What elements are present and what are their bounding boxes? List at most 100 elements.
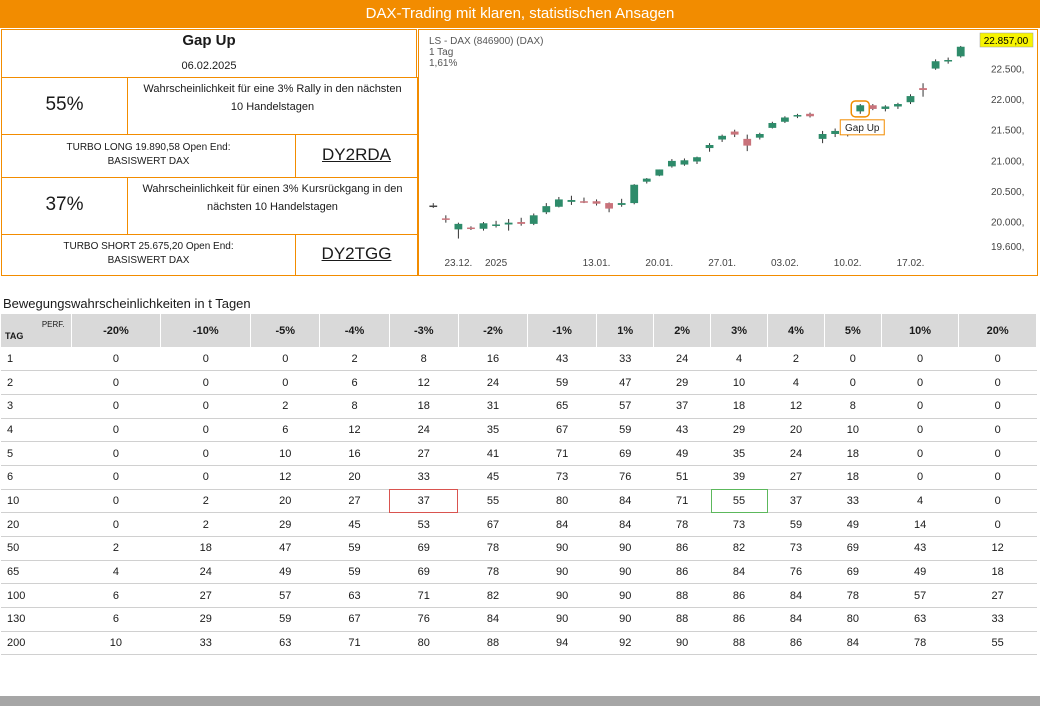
column-header: 1% bbox=[596, 314, 655, 347]
probability-cell: 0 bbox=[71, 465, 161, 490]
probability-cell: 0 bbox=[160, 418, 251, 443]
probability-cell: 88 bbox=[458, 631, 528, 656]
probability-cell: 0 bbox=[71, 441, 161, 466]
probability-cell: 27 bbox=[767, 465, 825, 490]
probability-cell: 73 bbox=[767, 536, 825, 561]
candle-body bbox=[856, 105, 865, 112]
probability-cell: 78 bbox=[824, 583, 882, 609]
probability-cell: 71 bbox=[389, 583, 459, 609]
probability-cell: 24 bbox=[389, 418, 459, 443]
probability-cell: 69 bbox=[824, 536, 882, 561]
long-wkn-link[interactable]: DY2RDA bbox=[322, 145, 391, 164]
probability-cell: 33 bbox=[958, 607, 1037, 632]
probability-cell: 63 bbox=[319, 583, 390, 609]
probability-cell: 4 bbox=[767, 370, 825, 395]
probability-cell: 69 bbox=[389, 560, 459, 585]
probability-cell: 12 bbox=[319, 418, 390, 443]
probability-cell: 67 bbox=[319, 607, 390, 632]
probability-cell: 2 bbox=[767, 347, 825, 372]
probability-cell: 8 bbox=[824, 394, 882, 419]
candle-body bbox=[667, 160, 676, 167]
probability-cell: 49 bbox=[824, 512, 882, 537]
probability-cell: 0 bbox=[160, 347, 251, 372]
candle-body bbox=[931, 61, 940, 69]
probability-cell: 37 bbox=[767, 489, 825, 514]
perf-label: PERF. bbox=[41, 320, 65, 329]
probability-cell: 84 bbox=[767, 583, 825, 609]
probability-cell: 10 bbox=[71, 631, 161, 656]
probability-cell: 82 bbox=[458, 583, 528, 609]
candle-body bbox=[554, 199, 563, 207]
last-price-label: 22.857,00 bbox=[984, 36, 1029, 47]
candle-body bbox=[693, 157, 701, 162]
probability-cell: 0 bbox=[958, 347, 1037, 372]
probability-cell: 35 bbox=[710, 441, 768, 466]
probability-cell: 90 bbox=[596, 536, 654, 561]
short-wkn-box[interactable]: DY2TGG bbox=[295, 234, 418, 276]
probability-cell: 6 bbox=[319, 370, 390, 395]
probability-cell: 88 bbox=[653, 607, 711, 632]
short-product-box: TURBO SHORT 25.675,20 Open End: BASISWER… bbox=[1, 234, 296, 276]
probability-cell: 4 bbox=[71, 560, 161, 585]
probability-cell: 86 bbox=[653, 536, 711, 561]
probability-cell: 80 bbox=[527, 489, 597, 514]
table-header-row: PERF. TAG -20% -10% -5% -4% -3% -2% -1% 1% 2% 3% 4… bbox=[1, 314, 1037, 347]
probability-cell: 4 bbox=[710, 347, 768, 372]
x-tick-label: 10.02. bbox=[834, 258, 862, 269]
probability-cell: 71 bbox=[527, 441, 597, 466]
column-header: -20% bbox=[71, 314, 162, 347]
probability-cell: 29 bbox=[250, 512, 320, 537]
gap-up-label: Gap Up bbox=[845, 123, 880, 134]
probability-cell: 49 bbox=[881, 560, 959, 585]
y-tick-label: 22.500, bbox=[991, 65, 1024, 76]
probability-cell: 43 bbox=[653, 418, 711, 443]
long-probability-value: 55% bbox=[45, 94, 84, 115]
probability-cell: 57 bbox=[250, 583, 320, 609]
probability-cell: 41 bbox=[458, 441, 528, 466]
probability-cell: 20 bbox=[319, 465, 390, 490]
probability-cell: 90 bbox=[527, 560, 597, 585]
candles bbox=[429, 45, 965, 239]
long-wkn-box[interactable]: DY2RDA bbox=[295, 134, 418, 178]
gap-up-highlight bbox=[850, 100, 871, 118]
short-description-line2: nächsten 10 Handelstagen bbox=[207, 201, 338, 213]
row-tag-cell: 50 bbox=[1, 536, 71, 561]
probability-cell: 0 bbox=[958, 370, 1037, 395]
probability-cell: 59 bbox=[250, 607, 320, 632]
table-row: 50 2 18 47 59 69 78 90 90 86 82 73 69 43 12 bbox=[1, 536, 1037, 561]
candle-body bbox=[429, 205, 438, 208]
y-tick-label: 19.600, bbox=[991, 242, 1024, 253]
long-product-line1: TURBO LONG 19.890,58 Open End: bbox=[66, 142, 231, 153]
probability-cell: 88 bbox=[710, 631, 768, 656]
probability-cell: 90 bbox=[596, 607, 654, 632]
candlestick-chart-svg: LS - DAX (846900) (DAX) 1 Tag 1,61% 19.6… bbox=[429, 32, 1034, 269]
probability-cell: 0 bbox=[824, 347, 882, 372]
x-tick-label: 27.01. bbox=[708, 258, 736, 269]
short-product-line1: TURBO SHORT 25.675,20 Open End: bbox=[63, 241, 234, 252]
probability-cell: 67 bbox=[527, 418, 597, 443]
probability-cell: 92 bbox=[596, 631, 654, 656]
signal-date: 06.02.2025 bbox=[181, 60, 237, 72]
probability-cell: 8 bbox=[319, 394, 390, 419]
probability-cell: 0 bbox=[71, 489, 161, 514]
probability-cell: 39 bbox=[710, 465, 768, 490]
probability-cell: 12 bbox=[389, 370, 459, 395]
probability-cell: 29 bbox=[710, 418, 768, 443]
probability-cell: 0 bbox=[958, 465, 1037, 490]
short-wkn-link[interactable]: DY2TGG bbox=[321, 244, 392, 263]
candle-body bbox=[655, 169, 664, 176]
probability-cell: 12 bbox=[250, 465, 320, 490]
candle-body bbox=[818, 133, 827, 139]
probability-cell: 55 bbox=[458, 489, 528, 514]
probability-cell: 80 bbox=[824, 607, 882, 632]
probability-cell: 57 bbox=[881, 583, 959, 609]
row-tag-cell: 200 bbox=[1, 631, 71, 656]
chart-header-line3: 1,61% bbox=[429, 58, 457, 69]
probability-cell: 20 bbox=[250, 489, 320, 514]
probability-cell: 33 bbox=[824, 489, 882, 514]
probability-cell: 78 bbox=[458, 536, 528, 561]
signal-title: Gap Up bbox=[182, 32, 236, 49]
candle-body bbox=[831, 130, 840, 134]
probability-cell: 33 bbox=[389, 465, 459, 490]
probability-cell: 90 bbox=[596, 583, 654, 609]
